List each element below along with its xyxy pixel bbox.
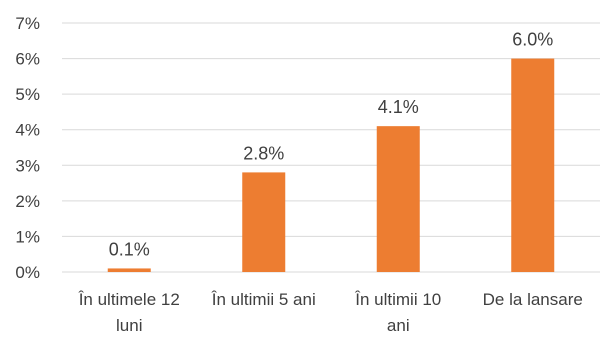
y-tick-label: 6% [15, 50, 40, 69]
bar [242, 172, 286, 272]
y-tick-label: 3% [15, 156, 40, 175]
y-axis-tick-labels: 0% 1% 2% 3% 4% 5% 6% 7% [15, 14, 40, 282]
data-label: 0.1% [109, 239, 150, 259]
bar [107, 268, 151, 272]
y-tick-label: 2% [15, 192, 40, 211]
y-tick-label: 0% [15, 263, 40, 282]
bar [376, 126, 420, 273]
category-label: În ultimii 10 [354, 290, 441, 309]
category-label: luni [116, 316, 142, 335]
data-label: 6.0% [512, 30, 553, 50]
data-label: 4.1% [378, 97, 419, 117]
gridlines [62, 22, 600, 273]
y-tick-label: 1% [15, 227, 40, 246]
bar [511, 58, 555, 273]
y-tick-label: 5% [15, 85, 40, 104]
category-label: În ultimii 5 ani [211, 290, 316, 309]
data-labels: 0.1% 2.8% 4.1% 6.0% [109, 30, 554, 260]
category-label: ani [387, 316, 410, 335]
x-axis-category-labels: În ultimele 12 luni În ultimii 5 ani În ult… [78, 290, 583, 335]
y-tick-label: 4% [15, 121, 40, 140]
category-label: De la lansare [483, 290, 583, 309]
y-tick-label: 7% [15, 14, 40, 33]
data-label: 2.8% [243, 143, 284, 163]
bars [107, 58, 555, 273]
category-label: În ultimele 12 [78, 290, 180, 309]
